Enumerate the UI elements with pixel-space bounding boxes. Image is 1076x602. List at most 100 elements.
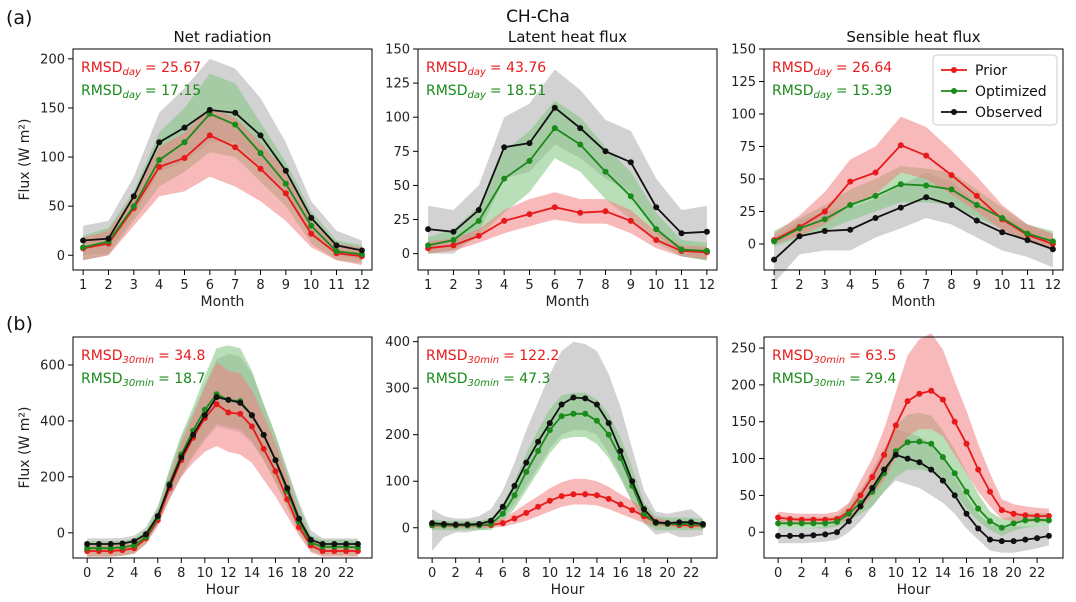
optimized-point xyxy=(775,520,782,527)
prior-point xyxy=(237,410,244,417)
observed-point xyxy=(605,420,612,427)
prior-point xyxy=(535,503,542,510)
optimized-point xyxy=(582,410,589,417)
x-tick-label: 0 xyxy=(428,566,436,581)
prior-point xyxy=(872,169,879,176)
prior-point xyxy=(475,232,482,239)
observed-point xyxy=(822,531,829,538)
prior-point xyxy=(546,497,553,504)
optimized-point xyxy=(821,216,828,223)
x-tick-label: 10 xyxy=(542,566,559,581)
observed-point xyxy=(951,492,958,499)
rmsd-base: RMSD xyxy=(426,60,467,76)
rmsd-base: RMSD xyxy=(81,83,122,99)
prior-point xyxy=(181,155,188,161)
x-axis-label: Hour xyxy=(897,582,931,598)
plot-frame xyxy=(72,48,373,271)
observed-point xyxy=(1010,538,1017,545)
x-tick-label: 6 xyxy=(206,278,214,293)
x-axis-label: Month xyxy=(546,294,590,310)
prior-point xyxy=(975,466,982,473)
optimized-point xyxy=(963,488,970,495)
observed-point xyxy=(688,519,695,526)
optimized-point xyxy=(786,520,793,527)
x-tick-label: 12 xyxy=(699,278,716,293)
optimized-point xyxy=(627,193,634,200)
optimized-point xyxy=(1045,517,1052,524)
observed-point xyxy=(257,132,264,139)
observed-point xyxy=(699,521,706,527)
observed-point xyxy=(476,521,483,527)
rmsd-subscript: 30min xyxy=(122,355,154,366)
y-tick-label: 100 xyxy=(40,151,65,166)
prior-point xyxy=(881,451,888,458)
rmsd-subscript: day xyxy=(467,67,486,78)
y-tick-label: 0 xyxy=(748,526,756,541)
x-tick-label: 10 xyxy=(303,278,320,293)
optimized-point xyxy=(904,439,911,446)
y-tick-label: 150 xyxy=(40,101,65,116)
panel-4: 0 2 4 6 8 10 12 14 16 18 20 22 0 200 400 600 Hour Flux (W… xyxy=(17,336,373,598)
prior-point xyxy=(526,211,533,218)
optimized-point xyxy=(257,150,264,157)
optimized-point xyxy=(872,192,879,199)
prior-point xyxy=(1022,512,1029,519)
observed-point xyxy=(810,532,817,539)
observed-point xyxy=(821,228,828,234)
x-tick-label: 12 xyxy=(354,278,371,293)
y-tick-label: 0 xyxy=(402,247,410,262)
rmsd-prior-annotation: RMSDday = 43.76 xyxy=(426,60,546,78)
observed-point xyxy=(358,247,365,254)
observed-point xyxy=(904,455,911,462)
observed-point xyxy=(284,485,291,492)
observed-point xyxy=(999,229,1006,236)
optimized-line xyxy=(773,183,1054,243)
observed-point xyxy=(916,459,923,466)
observed-point xyxy=(577,125,584,132)
x-tick-label: 2 xyxy=(795,278,803,293)
optimized-point xyxy=(951,470,958,477)
rmsd-value: = 18.51 xyxy=(490,83,546,99)
x-tick-label: 16 xyxy=(958,566,975,581)
optimized-point xyxy=(577,141,584,148)
optimized-point xyxy=(282,180,289,187)
rmsd-subscript: day xyxy=(122,67,141,78)
observed-point xyxy=(440,521,447,527)
optimized-band xyxy=(778,412,1049,536)
observed-point xyxy=(213,394,220,401)
rmsd-base: RMSD xyxy=(426,371,467,387)
observed-point xyxy=(703,228,710,235)
optimized-point xyxy=(1010,520,1017,527)
y-tick-label: 200 xyxy=(731,378,756,393)
optimized-point xyxy=(897,181,904,188)
x-tick-label: 2 xyxy=(452,566,460,581)
observed-point xyxy=(872,215,879,221)
rmsd-value: = 17.15 xyxy=(145,83,201,99)
prior-point xyxy=(248,423,255,430)
observed-point xyxy=(331,541,338,547)
observed-point xyxy=(307,536,314,543)
x-axis-label: Hour xyxy=(206,582,240,598)
x-tick-label: 2 xyxy=(798,566,806,581)
y-tick-label: 150 xyxy=(385,43,410,58)
observed-point xyxy=(582,395,589,402)
optimized-point xyxy=(232,121,239,128)
prior-point xyxy=(511,515,518,522)
x-tick-label: 4 xyxy=(130,566,138,581)
y-tick-label: 600 xyxy=(40,358,65,373)
optimized-point xyxy=(107,545,114,552)
legend: Prior Optimized Observed xyxy=(932,54,1058,126)
observed-point xyxy=(869,485,876,491)
x-tick-label: 11 xyxy=(1019,278,1036,293)
x-tick-label: 1 xyxy=(770,278,778,293)
x-axis-label: Month xyxy=(892,294,936,310)
rmsd-base: RMSD xyxy=(772,348,813,364)
y-tick-label: 100 xyxy=(385,475,410,490)
prior-point xyxy=(1045,513,1052,519)
optimized-point xyxy=(1034,516,1041,523)
prior-band xyxy=(83,107,362,266)
